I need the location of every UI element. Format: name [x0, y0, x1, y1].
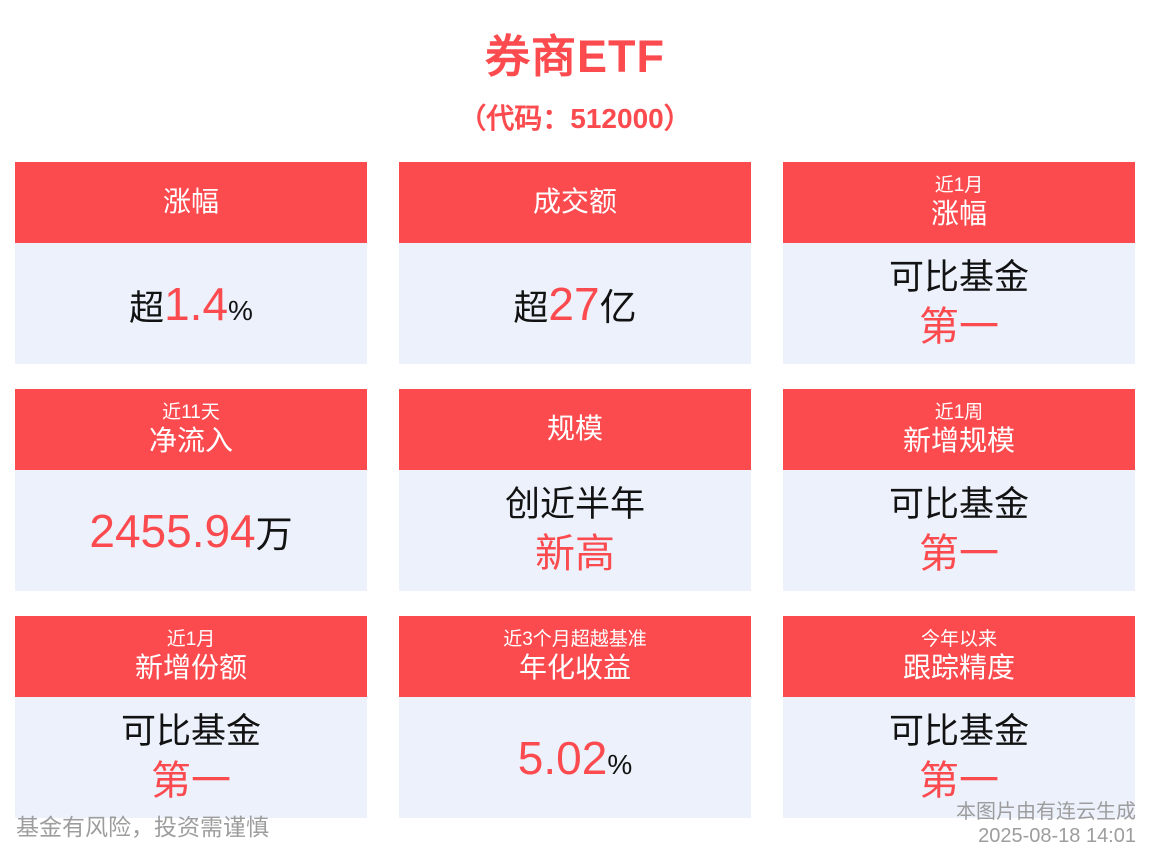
- value-unit: %: [607, 748, 633, 780]
- value-prefix: 超: [129, 288, 165, 328]
- header-period-label: 近1月: [934, 174, 984, 196]
- card-body: 2455.94 万: [15, 470, 367, 591]
- value-line: 5.02 %: [518, 731, 632, 785]
- card-tracking-precision-rank: 今年以来 跟踪精度 可比基金 第一: [783, 616, 1135, 818]
- card-scale: 规模 创近半年 新高: [399, 389, 751, 591]
- footer-credit-block: 本图片由有连云生成 2025-08-18 14:01: [956, 800, 1136, 848]
- header-period-label: 近3个月超越基准: [503, 628, 647, 650]
- rank-text: 创近半年: [504, 484, 645, 524]
- card-daily-change: 涨幅 超 1.4 %: [15, 162, 367, 364]
- card-header: 近1月 新增份额: [15, 616, 367, 697]
- value-line: 超 1.4 %: [129, 277, 253, 331]
- value-unit: %: [228, 294, 253, 326]
- header-period-label: 近1周: [934, 401, 984, 423]
- value-number: 27: [548, 277, 600, 330]
- card-body: 可比基金 第一: [783, 697, 1135, 818]
- card-body: 可比基金 第一: [783, 470, 1135, 591]
- card-net-inflow: 近11天 净流入 2455.94 万: [15, 389, 367, 591]
- footer-disclaimer: 基金有风险，投资需谨慎: [16, 814, 269, 840]
- card-1w-new-scale-rank: 近1周 新增规模 可比基金 第一: [783, 389, 1135, 591]
- header-metric-label: 年化收益: [518, 652, 631, 683]
- card-body: 创近半年 新高: [399, 470, 751, 591]
- card-body: 可比基金 第一: [783, 243, 1135, 364]
- stats-grid: 涨幅 超 1.4 % 成交额 超 27 亿: [15, 162, 1135, 818]
- header-period-label: 近11天: [162, 401, 220, 423]
- value-prefix: 超: [513, 288, 549, 328]
- value-unit: 万: [255, 513, 293, 555]
- card-body: 超 1.4 %: [15, 243, 367, 364]
- value-number: 1.4: [164, 277, 229, 330]
- footer-credit: 本图片由有连云生成: [956, 801, 1136, 823]
- value-line: 超 27 亿: [513, 277, 636, 331]
- card-body: 可比基金 第一: [15, 697, 367, 818]
- card-header: 涨幅: [15, 162, 367, 243]
- value-number: 5.02: [517, 731, 608, 784]
- rank-text: 可比基金: [120, 711, 261, 751]
- header-period-label: 近1月: [166, 628, 216, 650]
- card-body: 超 27 亿: [399, 243, 751, 364]
- header-metric-label: 跟踪精度: [902, 652, 1015, 683]
- card-body: 5.02 %: [399, 697, 751, 818]
- header-metric-label: 规模: [546, 413, 603, 445]
- rank-badge: 第一: [151, 758, 231, 803]
- page-subtitle: （代码：512000）: [458, 103, 692, 134]
- rank-badge: 第一: [919, 304, 999, 349]
- footer-timestamp: 2025-08-18 14:01: [978, 825, 1136, 847]
- card-1m-new-shares-rank: 近1月 新增份额 可比基金 第一: [15, 616, 367, 818]
- card-header: 近3个月超越基准 年化收益: [399, 616, 751, 697]
- value-line: 2455.94 万: [89, 504, 292, 558]
- header-metric-label: 涨幅: [930, 198, 987, 229]
- header-metric-label: 涨幅: [162, 186, 219, 218]
- card-header: 成交额: [399, 162, 751, 243]
- value-number: 2455.94: [89, 504, 256, 557]
- rank-badge: 第一: [919, 531, 999, 576]
- card-turnover: 成交额 超 27 亿: [399, 162, 751, 364]
- page-title: 券商ETF: [485, 31, 665, 82]
- card-header: 近11天 净流入: [15, 389, 367, 470]
- rank-text: 可比基金: [888, 257, 1029, 297]
- rank-text: 可比基金: [888, 711, 1029, 751]
- card-header: 今年以来 跟踪精度: [783, 616, 1135, 697]
- rank-badge: 新高: [535, 531, 615, 576]
- header-metric-label: 净流入: [148, 425, 233, 456]
- header-metric-label: 新增规模: [902, 425, 1015, 456]
- header-metric-label: 成交额: [532, 186, 617, 218]
- card-1m-change-rank: 近1月 涨幅 可比基金 第一: [783, 162, 1135, 364]
- value-unit: 亿: [599, 286, 637, 328]
- card-header: 近1月 涨幅: [783, 162, 1135, 243]
- card-header: 近1周 新增规模: [783, 389, 1135, 470]
- rank-badge: 第一: [919, 758, 999, 803]
- card-annualized-return: 近3个月超越基准 年化收益 5.02 %: [399, 616, 751, 818]
- rank-text: 可比基金: [888, 484, 1029, 524]
- header-period-label: 今年以来: [920, 628, 997, 650]
- header-metric-label: 新增份额: [134, 652, 247, 683]
- card-header: 规模: [399, 389, 751, 470]
